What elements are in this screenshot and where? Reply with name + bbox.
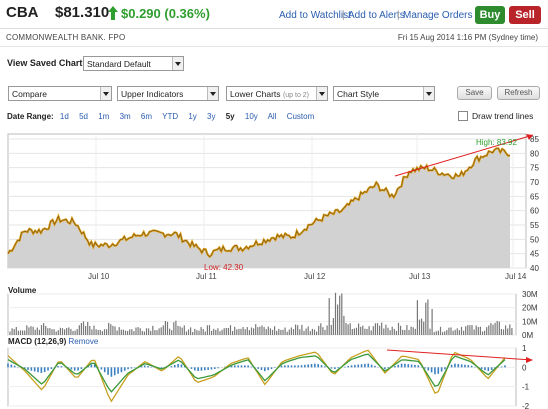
chevron-down-icon — [423, 87, 434, 100]
saved-chart-select[interactable]: Standard Default — [83, 56, 184, 71]
save-button[interactable]: Save — [457, 86, 492, 100]
sell-button[interactable]: Sell — [509, 6, 541, 24]
date-range-bar: Date Range: 1d 5d 1m 3m 6m YTD 1y 3y 5y … — [7, 112, 322, 121]
macd-y-tick-label: 0 — [522, 363, 527, 372]
price-line-shadow — [7, 148, 511, 258]
last-price: $81.310 — [55, 4, 110, 21]
price-y-tick-label: 50 — [530, 235, 539, 244]
range-6m[interactable]: 6m — [140, 112, 153, 121]
volume-panel-title: Volume — [8, 286, 37, 295]
price-area-fill — [8, 148, 510, 268]
upper-indicators-select[interactable]: Upper Indicators — [117, 86, 219, 101]
chart-style-label: Chart Style — [337, 89, 380, 99]
price-trend-line — [394, 134, 534, 177]
macd-panel-title: MACD (12,26,9) Remove — [8, 337, 99, 346]
range-3m[interactable]: 3m — [119, 112, 131, 121]
price-x-tick-label: Jul 12 — [304, 272, 326, 281]
price-y-tick-label: 65 — [530, 192, 539, 201]
buy-button[interactable]: Buy — [475, 6, 505, 24]
range-10y[interactable]: 10y — [244, 112, 258, 121]
price-y-tick-label: 80 — [530, 149, 539, 158]
saved-chart-label: View Saved Chart: — [7, 58, 86, 68]
ticker-symbol: CBA — [6, 4, 39, 21]
compare-select[interactable]: Compare — [8, 86, 112, 101]
range-1d[interactable]: 1d — [59, 112, 69, 121]
range-ytd[interactable]: YTD — [162, 112, 179, 121]
range-5d[interactable]: 5d — [79, 112, 88, 121]
price-x-tick-label: Jul 14 — [505, 272, 527, 281]
price-change: $0.290 (0.36%) — [121, 6, 210, 21]
high-annotation: High: 83.92 — [476, 138, 517, 147]
price-chart-panel[interactable]: 40 45 50 55 60 65 70 75 80 85 Jul 10 Jul 11 Jul 12 Ju… — [0, 124, 548, 409]
price-y-tick-label: 70 — [530, 178, 539, 187]
price-x-tick-label: Jul 11 — [196, 272, 217, 281]
quote-header: CBA $81.310 $0.290 (0.36%) Add to Watchl… — [0, 0, 548, 29]
low-annotation: Low: 42.30 — [204, 263, 244, 272]
volume-y-tick-label: 30M — [522, 290, 538, 299]
chevron-down-icon — [207, 87, 218, 100]
volume-y-tick-label: 10M — [522, 317, 538, 326]
saved-chart-value: Standard Default — [87, 59, 151, 69]
up-arrow-icon — [108, 6, 118, 20]
date-range-label: Date Range: — [7, 112, 54, 121]
manage-orders-link[interactable]: Manage Orders — [403, 10, 473, 21]
compare-label: Compare — [12, 89, 47, 99]
company-name: COMMONWEALTH BANK. FPO — [6, 33, 126, 42]
company-bar: COMMONWEALTH BANK. FPO Fri 15 Aug 2014 1… — [0, 29, 548, 47]
macd-line — [7, 353, 506, 393]
quote-timestamp: Fri 15 Aug 2014 1:16 PM (Sydney time) — [397, 33, 538, 42]
trend-arrow-icon — [526, 134, 533, 140]
price-y-tick-label: 45 — [530, 250, 539, 259]
refresh-button[interactable]: Refresh — [497, 86, 540, 100]
price-y-tick-label: 60 — [530, 207, 539, 216]
link-separator: | — [397, 10, 400, 21]
price-y-tick-label: 85 — [530, 135, 539, 144]
macd-trend-line — [386, 349, 533, 361]
range-3y[interactable]: 3y — [207, 112, 216, 121]
link-separator: | — [342, 10, 345, 21]
price-y-tick-label: 55 — [530, 221, 539, 230]
trend-lines-label: Draw trend lines — [472, 111, 534, 121]
trend-lines-checkbox[interactable] — [458, 111, 468, 121]
lower-charts-label: Lower Charts — [230, 89, 281, 99]
volume-y-tick-label: 0M — [522, 331, 533, 340]
chevron-down-icon — [100, 87, 111, 100]
chevron-down-icon — [316, 87, 327, 100]
price-y-tick-label: 40 — [530, 264, 539, 273]
macd-y-tick-label: -2 — [522, 402, 530, 409]
range-custom[interactable]: Custom — [286, 112, 315, 121]
chart-style-select[interactable]: Chart Style — [333, 86, 435, 101]
add-to-watchlist-link[interactable]: Add to Watchlist — [279, 10, 351, 21]
lower-charts-hint: (up to 2) — [282, 92, 310, 99]
range-1y[interactable]: 1y — [188, 112, 197, 121]
price-x-tick-label: Jul 10 — [88, 272, 110, 281]
upper-indicators-label: Upper Indicators — [121, 89, 184, 99]
macd-remove-link[interactable]: Remove — [68, 337, 99, 346]
add-to-alerts-link[interactable]: Add to Alerts — [348, 10, 405, 21]
price-y-tick-label: 75 — [530, 164, 539, 173]
lower-charts-select[interactable]: Lower Charts (up to 2) — [226, 86, 328, 101]
range-all[interactable]: All — [267, 112, 277, 121]
trend-arrow-icon — [526, 357, 533, 363]
range-5y[interactable]: 5y — [225, 112, 235, 121]
price-x-tick-label: Jul 13 — [409, 272, 431, 281]
volume-y-tick-label: 20M — [522, 304, 538, 313]
macd-y-tick-label: 1 — [522, 344, 527, 353]
macd-y-tick-label: -1 — [522, 383, 530, 392]
chevron-down-icon — [172, 57, 183, 70]
range-1m[interactable]: 1m — [98, 112, 110, 121]
